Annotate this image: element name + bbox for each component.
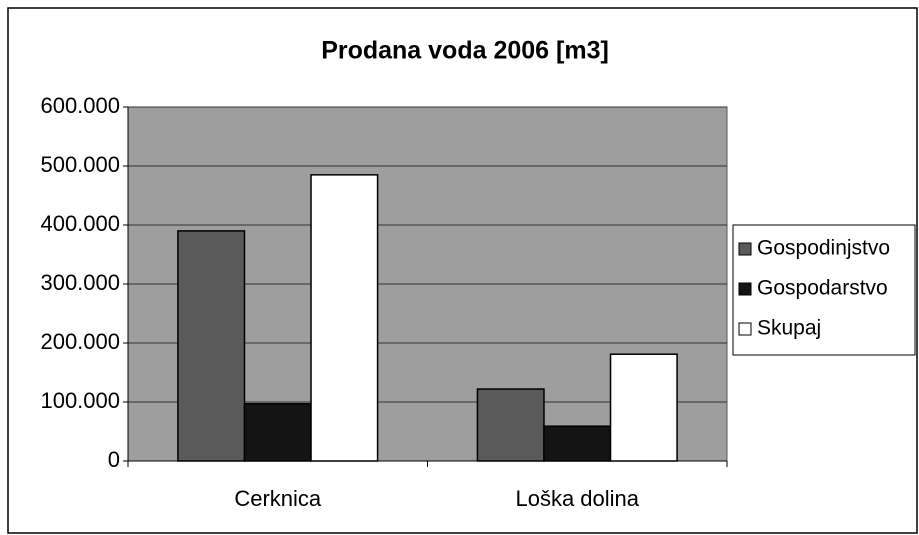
legend-swatch [738,242,752,256]
x-tick-label: Loška dolina [515,486,639,511]
bar [310,174,379,462]
bar [543,425,612,462]
legend-swatch [738,282,752,296]
chart-title: Prodana voda 2006 [m3] [321,37,609,65]
bar [476,388,545,462]
bar [243,403,312,462]
legend-label: Gospodinjstvo [757,237,890,260]
bar [177,230,246,462]
y-tick-label: 400.000 [40,211,120,236]
y-tick-label: 600.000 [40,93,120,118]
y-tick-label: 100.000 [40,388,120,413]
legend-label: Gospodarstvo [757,277,888,300]
legend-label: Skupaj [757,317,821,340]
y-tick-label: 300.000 [40,270,120,295]
legend-box [732,224,916,356]
x-tick-label: Cerknica [234,486,322,511]
y-tick-label: 200.000 [40,329,120,354]
y-tick-label: 0 [108,447,120,472]
legend-swatch [738,322,752,336]
bar [609,353,678,462]
y-tick-label: 500.000 [40,152,120,177]
